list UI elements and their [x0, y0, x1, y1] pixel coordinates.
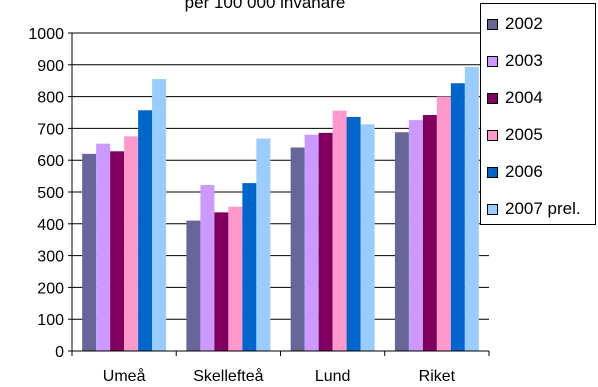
bar — [332, 110, 347, 351]
x-tick-label: Lund — [315, 368, 351, 385]
bar — [110, 151, 125, 351]
legend-label: 2007 prel. — [505, 199, 581, 218]
legend-swatch — [487, 129, 498, 141]
y-tick-label: 300 — [37, 249, 64, 266]
x-tick-label: Umeå — [103, 367, 146, 385]
chart-title: per 100 000 invånare — [185, 0, 346, 12]
legend-label: 2002 — [505, 14, 543, 33]
y-tick-label: 0 — [55, 344, 64, 361]
bar — [138, 110, 153, 351]
bar — [82, 153, 97, 351]
legend-swatch — [487, 92, 498, 104]
legend-item: 2003 — [487, 51, 543, 71]
bar — [242, 183, 257, 351]
x-tick-labels: Umeå Skellefteå Lund Riket — [103, 367, 456, 385]
legend-item: 2004 — [487, 88, 543, 108]
axes — [68, 32, 490, 356]
y-tick-labels: 0 100 200 300 400 500 600 700 800 900 1000 — [28, 26, 64, 361]
x-tick-label: Skellefteå — [193, 367, 263, 385]
y-tick-label: 600 — [37, 153, 64, 170]
bar — [96, 143, 111, 351]
legend-swatch — [487, 55, 498, 67]
bar — [318, 132, 333, 351]
bar — [214, 212, 229, 351]
legend-swatch — [487, 203, 498, 215]
y-tick-label: 800 — [37, 90, 64, 107]
bar — [228, 206, 243, 351]
legend-item: 2007 prel. — [487, 199, 581, 219]
bar — [394, 132, 409, 351]
bar — [436, 96, 451, 351]
bar — [360, 124, 375, 352]
legend-label: 2006 — [505, 162, 543, 181]
y-tick-label: 200 — [37, 280, 64, 297]
legend-label: 2005 — [505, 125, 543, 144]
legend-swatch — [487, 166, 498, 178]
y-tick-label: 900 — [37, 58, 64, 75]
legend-item: 2006 — [487, 162, 543, 182]
legend-item: 2002 — [487, 14, 543, 34]
bar — [422, 115, 437, 351]
bar — [408, 120, 423, 351]
y-tick-label: 500 — [37, 185, 64, 202]
y-tick-label: 100 — [37, 312, 64, 329]
legend: 2002 2003 2004 2005 2006 2007 prel. — [480, 3, 596, 225]
legend-item: 2005 — [487, 125, 543, 145]
bar — [152, 79, 167, 352]
y-tick-label: 1000 — [28, 26, 64, 43]
bar — [186, 220, 201, 351]
legend-label: 2004 — [505, 88, 543, 107]
y-tick-label: 400 — [37, 217, 64, 234]
x-tick-label: Riket — [419, 368, 456, 385]
bar — [256, 138, 271, 351]
bar — [200, 185, 215, 351]
bar — [450, 83, 465, 351]
bars — [82, 67, 479, 352]
y-tick-label: 700 — [37, 121, 64, 138]
bar — [290, 147, 305, 351]
legend-swatch — [487, 18, 498, 30]
legend-label: 2003 — [505, 51, 543, 70]
bar — [124, 136, 139, 351]
bar — [304, 134, 319, 351]
bar — [464, 67, 479, 351]
bar — [346, 116, 361, 352]
